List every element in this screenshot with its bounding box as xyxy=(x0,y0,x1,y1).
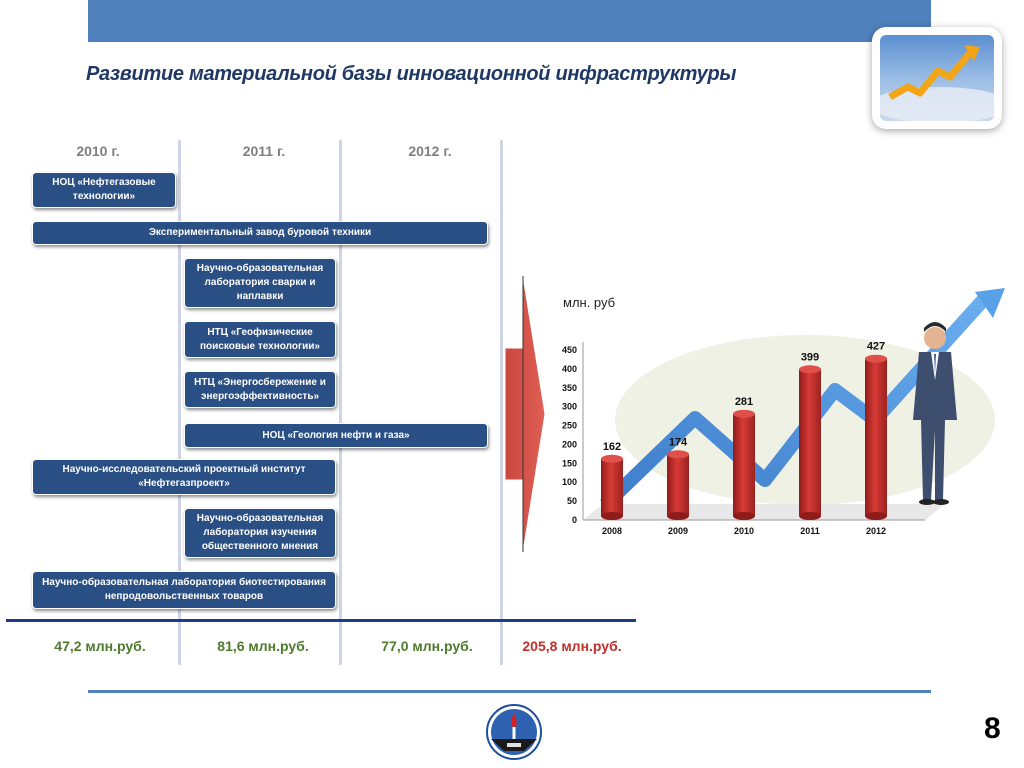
bar-base xyxy=(667,512,689,520)
bar-base xyxy=(865,512,887,520)
bar-value-label: 174 xyxy=(669,436,688,448)
y-tick-label: 450 xyxy=(562,345,577,355)
project-box: НОЦ «Геология нефти и газа» xyxy=(184,423,488,448)
year-label: 2010 г. xyxy=(76,143,120,159)
project-box: НОЦ «Нефтегазовые технологии» xyxy=(32,172,176,208)
bar-top xyxy=(799,365,821,374)
bar-base xyxy=(799,512,821,520)
bar-body xyxy=(865,358,887,516)
timeline-divider xyxy=(178,140,181,665)
x-axis: 2008 2009 2010 2011 2012 xyxy=(602,526,886,536)
y-axis: 0 50 100 150 200 250 300 350 400 450 xyxy=(562,345,577,525)
project-box: НТЦ «Геофизические поисковые технологии» xyxy=(184,321,336,358)
bar-body xyxy=(667,454,689,516)
timeline-divider xyxy=(500,140,503,665)
x-tick-label: 2008 xyxy=(602,526,622,536)
project-box: Научно-исследовательский проектный инсти… xyxy=(32,459,336,495)
bar-value-label: 399 xyxy=(801,351,819,363)
transition-arrow xyxy=(505,276,546,553)
total-overall: 205,8 млн.руб. xyxy=(522,638,622,654)
project-box: НТЦ «Энергосбережение и энергоэффективно… xyxy=(184,371,336,408)
year-label: 2011 г. xyxy=(242,143,286,159)
y-tick-label: 250 xyxy=(562,421,577,431)
slide-title: Развитие материальной базы инновационной… xyxy=(86,63,737,85)
chart-unit-label: млн. руб xyxy=(563,295,616,310)
header-bar xyxy=(88,0,931,42)
year-label: 2012 г. xyxy=(408,143,452,159)
project-box: Экспериментальный завод буровой техники xyxy=(32,221,488,245)
y-tick-label: 150 xyxy=(562,458,577,468)
businessman-figure xyxy=(913,322,957,505)
bar-value-label: 427 xyxy=(867,341,885,353)
total-2010: 47,2 млн.руб. xyxy=(54,638,146,654)
chart-bar: 162 xyxy=(601,441,623,520)
project-box: Научно-образовательная лаборатория изуче… xyxy=(184,508,336,558)
growth-arrow-image xyxy=(872,27,1002,129)
university-logo xyxy=(486,704,542,760)
growth-arrow-head xyxy=(975,288,1005,318)
totals-divider xyxy=(6,619,636,622)
x-tick-label: 2010 xyxy=(734,526,754,536)
chart-bar: 174 xyxy=(667,436,689,520)
project-box: Научно-образовательная лаборатория сварк… xyxy=(184,258,336,308)
timeline-divider xyxy=(339,140,342,665)
bar-value-label: 162 xyxy=(603,441,621,453)
bar-value-label: 281 xyxy=(735,396,753,408)
bar-body xyxy=(601,458,623,516)
chart-bar: 281 xyxy=(733,396,755,520)
y-tick-label: 350 xyxy=(562,383,577,393)
x-tick-label: 2011 xyxy=(800,526,820,536)
total-2012: 77,0 млн.руб. xyxy=(381,638,473,654)
chart-bar: 399 xyxy=(799,351,821,520)
project-box: Научно-образовательная лаборатория биоте… xyxy=(32,571,336,609)
chart-floor xyxy=(583,504,945,520)
y-tick-label: 400 xyxy=(562,364,577,374)
page-number: 8 xyxy=(984,712,1001,745)
x-tick-label: 2009 xyxy=(668,526,688,536)
footer-divider xyxy=(88,690,931,693)
growth-arrow-icon xyxy=(880,45,994,121)
bar-top xyxy=(733,409,755,418)
bar-top xyxy=(667,450,689,459)
y-tick-label: 200 xyxy=(562,439,577,449)
bar-chart: 0 50 100 150 200 250 300 350 400 450 162 174 281 399… xyxy=(562,288,1005,536)
total-2011: 81,6 млн.руб. xyxy=(217,638,309,654)
bar-top xyxy=(865,354,887,363)
chart-bar: 427 xyxy=(865,341,887,520)
x-tick-label: 2012 xyxy=(866,526,886,536)
y-tick-label: 300 xyxy=(562,402,577,412)
bar-body xyxy=(733,413,755,516)
bar-base xyxy=(733,512,755,520)
bar-base xyxy=(601,512,623,520)
y-tick-label: 0 xyxy=(572,515,577,525)
bar-body xyxy=(799,369,821,516)
y-tick-label: 100 xyxy=(562,477,577,487)
y-tick-label: 50 xyxy=(567,496,577,506)
bar-top xyxy=(601,454,623,463)
